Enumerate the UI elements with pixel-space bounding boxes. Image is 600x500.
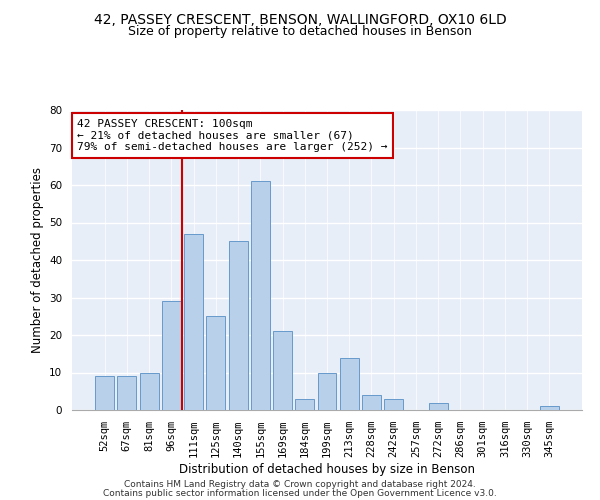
Bar: [140, 372, 158, 410]
Bar: [229, 242, 248, 410]
Text: 42, PASSEY CRESCENT, BENSON, WALLINGFORD, OX10 6LD: 42, PASSEY CRESCENT, BENSON, WALLINGFORD…: [94, 12, 506, 26]
Bar: [362, 395, 381, 410]
Text: Size of property relative to detached houses in Benson: Size of property relative to detached ho…: [128, 25, 472, 38]
Bar: [273, 331, 292, 410]
Bar: [384, 399, 403, 410]
Bar: [118, 376, 136, 410]
Bar: [540, 406, 559, 410]
Bar: [295, 399, 314, 410]
Bar: [317, 372, 337, 410]
Text: Contains HM Land Registry data © Crown copyright and database right 2024.: Contains HM Land Registry data © Crown c…: [124, 480, 476, 489]
X-axis label: Distribution of detached houses by size in Benson: Distribution of detached houses by size …: [179, 463, 475, 476]
Bar: [162, 301, 181, 410]
Bar: [429, 402, 448, 410]
Text: Contains public sector information licensed under the Open Government Licence v3: Contains public sector information licen…: [103, 489, 497, 498]
Bar: [251, 181, 270, 410]
Y-axis label: Number of detached properties: Number of detached properties: [31, 167, 44, 353]
Bar: [340, 358, 359, 410]
Bar: [95, 376, 114, 410]
Text: 42 PASSEY CRESCENT: 100sqm
← 21% of detached houses are smaller (67)
79% of semi: 42 PASSEY CRESCENT: 100sqm ← 21% of deta…: [77, 119, 388, 152]
Bar: [206, 316, 225, 410]
Bar: [184, 234, 203, 410]
